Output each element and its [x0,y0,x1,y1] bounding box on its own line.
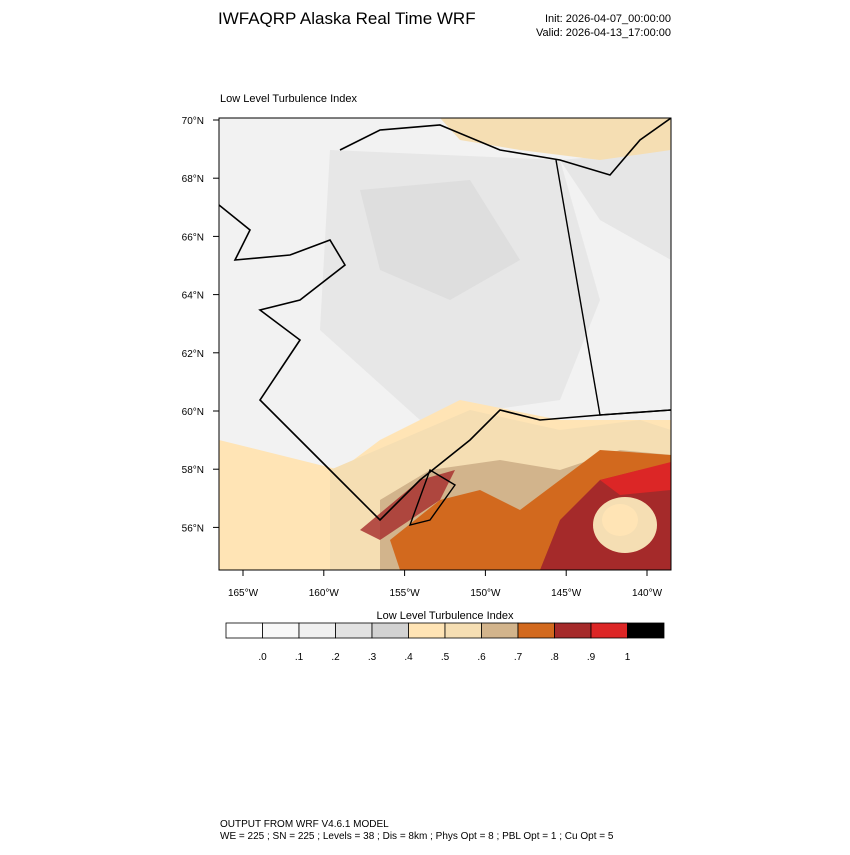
colorbar-label: .8 [550,652,559,663]
colorbar-box [262,622,300,639]
lat-label: 60°N [182,407,204,418]
title: IWFAQRP Alaska Real Time WRF [218,9,476,28]
colorbar-label: .2 [331,652,340,663]
lat-label: 56°N [182,523,204,534]
colorbar-box [444,622,482,639]
colorbar-label: .5 [441,652,450,663]
lat-label: 64°N [182,291,204,302]
map-field [219,118,671,570]
colorbar-box [371,622,409,639]
lon-label: 155°W [390,588,421,599]
lon-label: 145°W [551,588,582,599]
lon-label: 140°W [632,588,663,599]
lat-label: 66°N [182,232,204,243]
colorbar-label: .1 [295,652,304,663]
map-frame [218,117,672,571]
valid-time: Valid: 2026-04-13_17:00:00 [536,27,671,39]
lat-label: 70°N [182,116,204,127]
colorbar-box [554,622,592,639]
lon-label: 150°W [470,588,501,599]
lat-label: 58°N [182,465,204,476]
colorbar-label: .6 [477,652,486,663]
lon-label: 165°W [228,588,259,599]
colorbar-box [225,622,263,639]
lat-label: 62°N [182,349,204,360]
colorbar-label: .4 [404,652,413,663]
colorbar-label: .7 [514,652,523,663]
footer-line: WE = 225 ; SN = 225 ; Levels = 38 ; Dis … [220,831,614,842]
colorbar-box [627,622,665,639]
colorbar-box [335,622,373,639]
footer-line: OUTPUT FROM WRF V4.6.1 MODEL [220,819,389,830]
colorbar-label: .0 [258,652,267,663]
colorbar-box [408,622,446,639]
colorbar-box [590,622,628,639]
colorbar-title: Low Level Turbulence Index [377,610,514,622]
colorbar: .0 .1 .2 .3 .4 .5 .6 .7 .8 .9 1 [225,622,665,663]
colorbar-box [298,622,336,639]
map-title: Low Level Turbulence Index [220,93,357,105]
lat-label: 68°N [182,174,204,185]
colorbar-label: 1 [625,652,631,663]
axis-labels: 70°N 68°N 66°N 64°N 62°N 60°N 58°N 56°N 165°W 160… [182,116,663,599]
colorbar-box [517,622,555,639]
lon-label: 160°W [309,588,340,599]
colorbar-box [481,622,519,639]
init-time: Init: 2026-04-07_00:00:00 [545,13,671,25]
colorbar-label: .9 [587,652,596,663]
colorbar-label: .3 [368,652,377,663]
